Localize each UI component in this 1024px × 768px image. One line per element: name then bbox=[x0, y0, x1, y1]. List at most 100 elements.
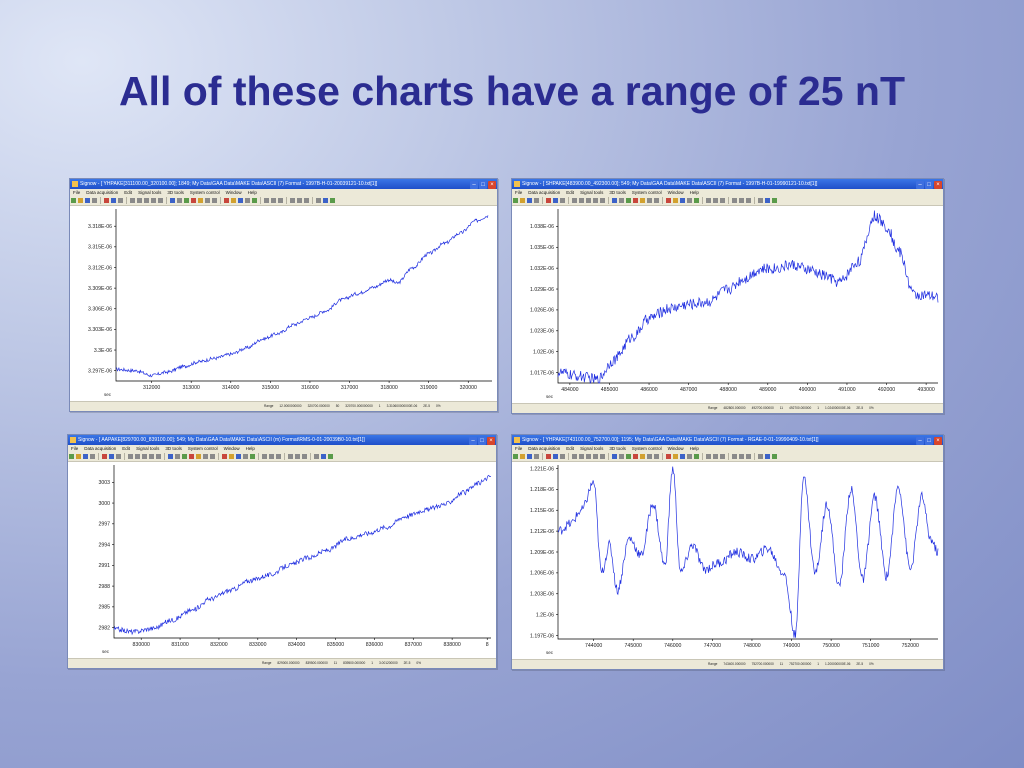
minimize-button[interactable]: – bbox=[469, 437, 477, 445]
toolbar-button-icon[interactable] bbox=[720, 198, 725, 203]
maximize-button[interactable]: □ bbox=[478, 437, 486, 445]
toolbar-button-icon[interactable] bbox=[572, 454, 577, 459]
toolbar-button-icon[interactable] bbox=[203, 454, 208, 459]
toolbar-button-icon[interactable] bbox=[586, 454, 591, 459]
toolbar-button-icon[interactable] bbox=[90, 454, 95, 459]
toolbar-button-icon[interactable] bbox=[76, 454, 81, 459]
toolbar-button-icon[interactable] bbox=[205, 198, 210, 203]
toolbar-button-icon[interactable] bbox=[264, 198, 269, 203]
menu-item[interactable]: Help bbox=[247, 190, 257, 195]
toolbar-button-icon[interactable] bbox=[177, 198, 182, 203]
toolbar-button-icon[interactable] bbox=[191, 198, 196, 203]
toolbar-button-icon[interactable] bbox=[170, 198, 175, 203]
toolbar-button-icon[interactable] bbox=[560, 454, 565, 459]
toolbar-button-icon[interactable] bbox=[128, 454, 133, 459]
chart-window-top-left[interactable]: Signow - [ YHPAKE[311100.00_320100.00]; … bbox=[69, 178, 498, 412]
toolbar-button-icon[interactable] bbox=[579, 198, 584, 203]
toolbar-button-icon[interactable] bbox=[210, 454, 215, 459]
toolbar-button-icon[interactable] bbox=[290, 198, 295, 203]
toolbar-button-icon[interactable] bbox=[130, 198, 135, 203]
toolbar-button-icon[interactable] bbox=[720, 454, 725, 459]
chart-window-bottom-left[interactable]: Signow - [ AAPAKE[829700.00_839100.00]; … bbox=[67, 434, 497, 669]
toolbar-button-icon[interactable] bbox=[314, 454, 319, 459]
chart-window-top-right[interactable]: Signow - [ SHPAKE[483900.00_492300.00]; … bbox=[511, 178, 944, 414]
toolbar-button-icon[interactable] bbox=[746, 198, 751, 203]
toolbar-button-icon[interactable] bbox=[666, 454, 671, 459]
toolbar-button-icon[interactable] bbox=[149, 454, 154, 459]
toolbar-button-icon[interactable] bbox=[222, 454, 227, 459]
toolbar-button-icon[interactable] bbox=[135, 454, 140, 459]
toolbar-button-icon[interactable] bbox=[116, 454, 121, 459]
menu-item[interactable]: Window bbox=[667, 190, 684, 195]
chart-window-bottom-right[interactable]: Signow - [ YHPAKE[743100.00_752700.00]; … bbox=[511, 434, 944, 670]
toolbar-button-icon[interactable] bbox=[758, 198, 763, 203]
toolbar-button-icon[interactable] bbox=[572, 198, 577, 203]
menu-item[interactable]: System control bbox=[189, 190, 220, 195]
toolbar-button-icon[interactable] bbox=[269, 454, 274, 459]
toolbar-button-icon[interactable] bbox=[189, 454, 194, 459]
toolbar-button-icon[interactable] bbox=[224, 198, 229, 203]
menu-item[interactable]: Signal tools bbox=[580, 190, 604, 195]
menu-item[interactable]: 3D tools bbox=[165, 446, 182, 451]
toolbar-button-icon[interactable] bbox=[534, 454, 539, 459]
toolbar-button-icon[interactable] bbox=[71, 198, 76, 203]
toolbar-button-icon[interactable] bbox=[560, 198, 565, 203]
toolbar-button-icon[interactable] bbox=[758, 454, 763, 459]
menu-item[interactable]: Data acquisition bbox=[528, 190, 561, 195]
menu-item[interactable]: Help bbox=[689, 190, 699, 195]
toolbar-button-icon[interactable] bbox=[772, 198, 777, 203]
toolbar-button-icon[interactable] bbox=[151, 198, 156, 203]
toolbar-button-icon[interactable] bbox=[137, 198, 142, 203]
toolbar-button-icon[interactable] bbox=[579, 454, 584, 459]
toolbar-button-icon[interactable] bbox=[168, 454, 173, 459]
toolbar-button-icon[interactable] bbox=[553, 454, 558, 459]
menu-item[interactable]: Window bbox=[225, 190, 242, 195]
menu-item[interactable]: 3D tools bbox=[167, 190, 184, 195]
close-button[interactable]: × bbox=[934, 437, 942, 445]
toolbar-button-icon[interactable] bbox=[647, 198, 652, 203]
toolbar-button-icon[interactable] bbox=[104, 198, 109, 203]
menu-item[interactable]: Signal tools bbox=[138, 190, 162, 195]
toolbar-button-icon[interactable] bbox=[118, 198, 123, 203]
toolbar-button-icon[interactable] bbox=[713, 454, 718, 459]
toolbar-button-icon[interactable] bbox=[236, 454, 241, 459]
toolbar-button-icon[interactable] bbox=[316, 198, 321, 203]
toolbar-button-icon[interactable] bbox=[252, 198, 257, 203]
toolbar-button-icon[interactable] bbox=[640, 454, 645, 459]
close-button[interactable]: × bbox=[488, 181, 496, 189]
minimize-button[interactable]: – bbox=[916, 437, 924, 445]
toolbar-button-icon[interactable] bbox=[262, 454, 267, 459]
toolbar-button-icon[interactable] bbox=[626, 454, 631, 459]
toolbar-button-icon[interactable] bbox=[612, 454, 617, 459]
window-titlebar[interactable]: Signow - [ SHPAKE[483900.00_492300.00]; … bbox=[512, 179, 943, 189]
toolbar-button-icon[interactable] bbox=[640, 198, 645, 203]
toolbar-button-icon[interactable] bbox=[321, 454, 326, 459]
toolbar-button-icon[interactable] bbox=[765, 198, 770, 203]
toolbar-button-icon[interactable] bbox=[600, 454, 605, 459]
toolbar-button-icon[interactable] bbox=[654, 454, 659, 459]
toolbar-button-icon[interactable] bbox=[513, 454, 518, 459]
plot-area[interactable]: 3.318E-06 3.315E-06 3.312E-06 3.309E-06 3.30… bbox=[71, 206, 496, 401]
close-button[interactable]: × bbox=[934, 181, 942, 189]
toolbar-button-icon[interactable] bbox=[694, 198, 699, 203]
menu-item[interactable]: File bbox=[515, 190, 523, 195]
menu-item[interactable]: Window bbox=[223, 446, 240, 451]
toolbar-button-icon[interactable] bbox=[513, 198, 518, 203]
toolbar-button-icon[interactable] bbox=[238, 198, 243, 203]
toolbar-button-icon[interactable] bbox=[302, 454, 307, 459]
toolbar-button-icon[interactable] bbox=[271, 198, 276, 203]
toolbar-button-icon[interactable] bbox=[647, 454, 652, 459]
toolbar-button-icon[interactable] bbox=[687, 198, 692, 203]
toolbar-button-icon[interactable] bbox=[680, 198, 685, 203]
toolbar-button-icon[interactable] bbox=[687, 454, 692, 459]
toolbar-button-icon[interactable] bbox=[633, 198, 638, 203]
toolbar-button-icon[interactable] bbox=[158, 198, 163, 203]
toolbar-button-icon[interactable] bbox=[673, 198, 678, 203]
window-titlebar[interactable]: Signow - [ AAPAKE[829700.00_839100.00]; … bbox=[68, 435, 496, 445]
menu-item[interactable]: Signal tools bbox=[580, 446, 604, 451]
toolbar-button-icon[interactable] bbox=[626, 198, 631, 203]
toolbar-button-icon[interactable] bbox=[739, 454, 744, 459]
menu-item[interactable]: 3D tools bbox=[609, 446, 626, 451]
toolbar-button-icon[interactable] bbox=[231, 198, 236, 203]
menu-item[interactable]: System control bbox=[631, 190, 662, 195]
